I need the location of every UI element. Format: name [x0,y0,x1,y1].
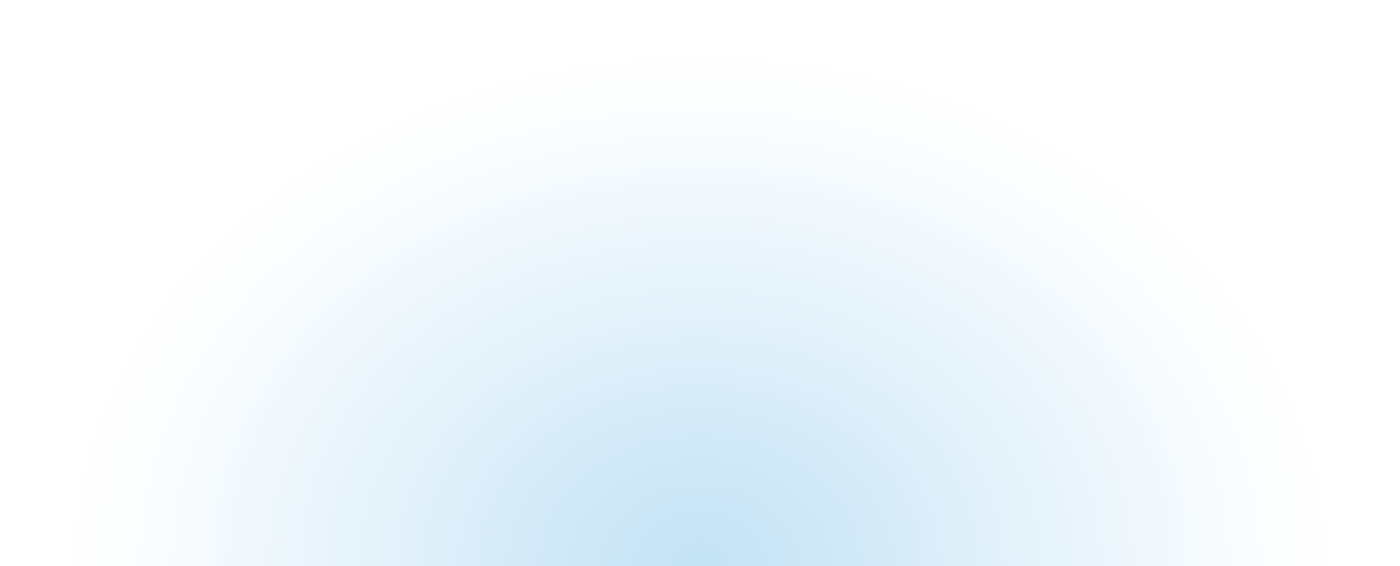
radial-gradient-background [0,0,1400,566]
